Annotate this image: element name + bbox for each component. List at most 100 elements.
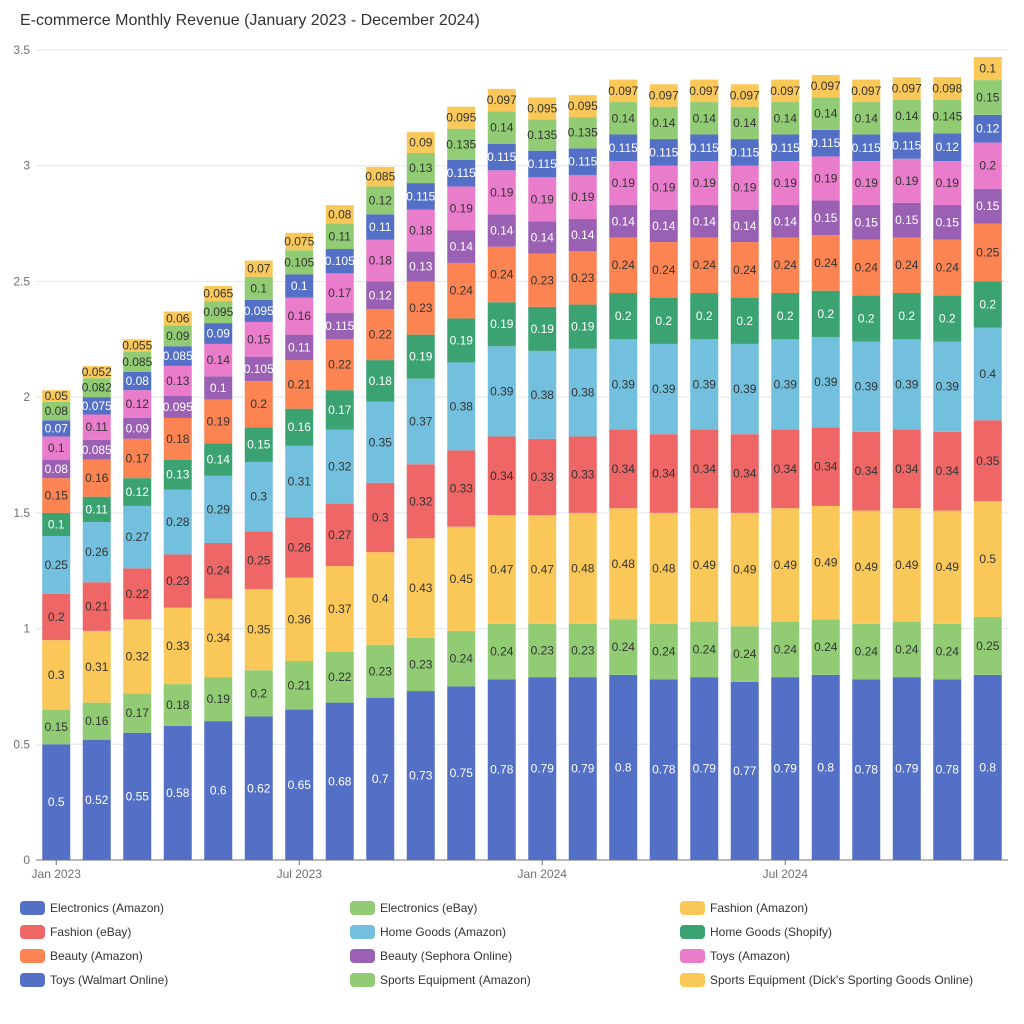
bar-segment[interactable] [973,188,1002,224]
bar-segment[interactable] [528,438,557,516]
bar-segment[interactable] [933,510,962,624]
bar-segment[interactable] [82,397,111,415]
bar-segment[interactable] [42,640,71,710]
bar-segment[interactable] [406,334,435,379]
bar-segment[interactable] [82,378,111,398]
bar-segment[interactable] [771,134,800,162]
bar-segment[interactable] [892,508,921,622]
bar-segment[interactable] [366,309,395,361]
bar-segment[interactable] [82,702,111,740]
bar-segment[interactable] [163,554,192,608]
bar-segment[interactable] [973,674,1002,860]
bar-segment[interactable] [406,538,435,638]
bar-segment[interactable] [285,445,314,518]
bar-segment[interactable] [123,505,152,569]
bar-segment[interactable] [852,205,881,240]
bar-segment[interactable] [42,744,71,860]
bar-segment[interactable] [487,143,516,171]
bar-segment[interactable] [406,152,435,184]
bar-segment[interactable] [811,427,840,506]
bar-segment[interactable] [244,589,273,671]
bar-segment[interactable] [811,619,840,675]
legend-item[interactable]: Sports Equipment (Amazon) [350,970,680,990]
bar-segment[interactable] [771,429,800,509]
bar-segment[interactable] [487,302,516,347]
bar-segment[interactable] [82,739,111,860]
bar-segment[interactable] [406,281,435,335]
legend-item[interactable]: Fashion (Amazon) [680,898,1010,918]
legend-item[interactable]: Home Goods (Shopify) [680,922,1010,942]
bar-segment[interactable] [163,725,192,860]
bar-segment[interactable] [163,607,192,685]
legend-item[interactable]: Electronics (Amazon) [20,898,350,918]
bar-segment[interactable] [447,362,476,451]
bar-segment[interactable] [933,239,962,296]
bar-segment[interactable] [406,209,435,252]
bar-segment[interactable] [42,401,71,421]
bar-segment[interactable] [325,702,354,860]
bar-segment[interactable] [163,417,192,460]
bar-segment[interactable] [366,281,395,310]
bar-segment[interactable] [82,439,111,460]
bar-segment[interactable] [42,390,71,402]
bar-segment[interactable] [285,334,314,361]
bar-segment[interactable] [730,242,759,298]
bar-segment[interactable] [204,677,233,722]
bar-segment[interactable] [568,148,597,175]
bar-segment[interactable] [82,366,111,379]
bar-segment[interactable] [933,341,962,432]
bar-segment[interactable] [82,630,111,703]
bar-segment[interactable] [690,134,719,162]
bar-segment[interactable] [487,170,516,215]
bar-segment[interactable] [852,79,881,103]
bar-segment[interactable] [609,674,638,860]
bar-segment[interactable] [933,679,962,860]
bar-segment[interactable] [447,230,476,263]
bar-segment[interactable] [568,251,597,305]
bar-segment[interactable] [325,273,354,313]
bar-segment[interactable] [690,677,719,860]
bar-segment[interactable] [82,459,111,497]
bar-segment[interactable] [933,77,962,100]
bar-segment[interactable] [649,297,678,344]
bar-segment[interactable] [487,515,516,624]
bar-segment[interactable] [82,582,111,631]
bar-segment[interactable] [123,371,152,391]
bar-segment[interactable] [42,709,71,745]
bar-segment[interactable] [811,200,840,236]
bar-segment[interactable] [811,129,840,157]
bar-segment[interactable] [285,297,314,335]
bar-segment[interactable] [690,161,719,206]
bar-segment[interactable] [649,679,678,860]
bar-segment[interactable] [285,408,314,446]
bar-segment[interactable] [933,133,962,162]
bar-segment[interactable] [690,205,719,238]
bar-segment[interactable] [609,102,638,135]
bar-segment[interactable] [204,286,233,302]
bar-segment[interactable] [325,390,354,430]
bar-segment[interactable] [42,478,71,513]
bar-segment[interactable] [123,693,152,733]
bar-segment[interactable] [244,427,273,462]
bar-segment[interactable] [528,350,557,439]
bar-segment[interactable] [771,621,800,678]
bar-segment[interactable] [892,99,921,133]
bar-segment[interactable] [447,686,476,860]
bar-segment[interactable] [811,74,840,98]
bar-segment[interactable] [649,434,678,513]
bar-segment[interactable] [892,339,921,430]
bar-segment[interactable] [892,429,921,509]
bar-segment[interactable] [730,84,759,107]
bar-segment[interactable] [973,617,1002,675]
bar-segment[interactable] [771,161,800,206]
bar-segment[interactable] [690,237,719,293]
bar-segment[interactable] [204,598,233,678]
bar-segment[interactable] [42,420,71,437]
bar-segment[interactable] [690,293,719,340]
bar-segment[interactable] [811,235,840,291]
bar-segment[interactable] [285,517,314,578]
bar-segment[interactable] [123,390,152,418]
bar-segment[interactable] [690,79,719,103]
bar-segment[interactable] [325,429,354,504]
bar-segment[interactable] [325,503,354,567]
